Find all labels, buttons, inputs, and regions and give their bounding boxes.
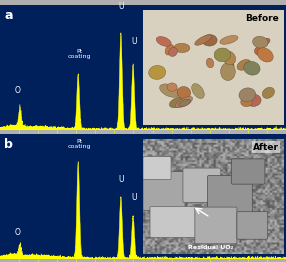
Ellipse shape xyxy=(169,97,187,108)
Ellipse shape xyxy=(262,87,275,99)
FancyBboxPatch shape xyxy=(143,157,171,179)
Text: b: b xyxy=(4,138,13,151)
Ellipse shape xyxy=(255,47,264,56)
Ellipse shape xyxy=(237,59,251,70)
Text: U: U xyxy=(118,2,124,11)
Text: Before: Before xyxy=(245,14,279,23)
FancyBboxPatch shape xyxy=(183,168,221,203)
Ellipse shape xyxy=(178,99,190,107)
Ellipse shape xyxy=(174,43,190,53)
Ellipse shape xyxy=(223,51,236,65)
Text: keV: keV xyxy=(273,149,280,153)
Text: O: O xyxy=(14,228,20,237)
Ellipse shape xyxy=(220,35,238,44)
Ellipse shape xyxy=(221,63,235,80)
FancyBboxPatch shape xyxy=(231,159,265,184)
Ellipse shape xyxy=(260,38,270,45)
Ellipse shape xyxy=(253,36,268,48)
Ellipse shape xyxy=(239,88,256,102)
Text: a: a xyxy=(4,9,13,22)
Ellipse shape xyxy=(160,84,179,97)
FancyBboxPatch shape xyxy=(207,176,252,218)
Ellipse shape xyxy=(244,61,260,75)
Text: Pt
coating: Pt coating xyxy=(68,48,91,59)
Ellipse shape xyxy=(169,47,177,56)
Ellipse shape xyxy=(177,86,191,99)
Ellipse shape xyxy=(167,83,177,91)
Text: Pt
coating: Pt coating xyxy=(68,139,91,149)
Ellipse shape xyxy=(156,36,171,46)
Ellipse shape xyxy=(206,58,214,68)
Text: U: U xyxy=(132,193,137,202)
Ellipse shape xyxy=(195,35,212,45)
Ellipse shape xyxy=(165,45,174,55)
Ellipse shape xyxy=(214,48,231,62)
Text: O: O xyxy=(14,86,20,95)
Text: Full Scale 402 cts Cursor: -0.097  (0 cts): Full Scale 402 cts Cursor: -0.097 (0 cts… xyxy=(3,149,74,153)
Text: U: U xyxy=(132,37,137,46)
FancyBboxPatch shape xyxy=(195,207,237,244)
Text: U: U xyxy=(118,175,124,184)
Text: After: After xyxy=(253,143,279,152)
Ellipse shape xyxy=(192,84,204,99)
Ellipse shape xyxy=(176,97,192,107)
Ellipse shape xyxy=(202,35,217,46)
FancyBboxPatch shape xyxy=(143,172,185,211)
Ellipse shape xyxy=(149,66,166,79)
Ellipse shape xyxy=(221,62,234,74)
Ellipse shape xyxy=(246,94,261,106)
Text: Residual UO₂: Residual UO₂ xyxy=(188,244,233,249)
Ellipse shape xyxy=(257,48,273,62)
FancyBboxPatch shape xyxy=(237,212,268,239)
Ellipse shape xyxy=(241,97,252,107)
FancyBboxPatch shape xyxy=(150,206,198,237)
